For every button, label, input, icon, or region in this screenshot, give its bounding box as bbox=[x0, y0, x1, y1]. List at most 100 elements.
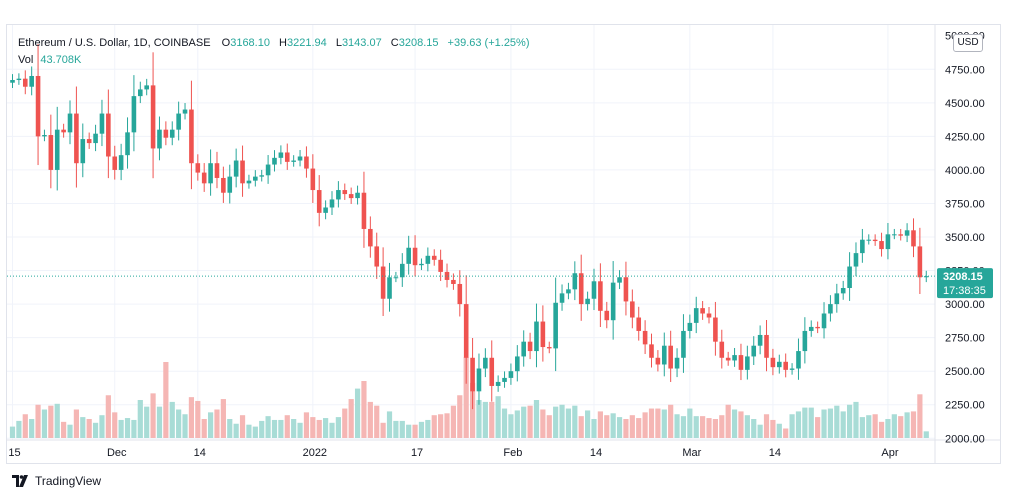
candle-body bbox=[182, 109, 188, 114]
last-price-label: 3208.15 17:38:35 bbox=[937, 268, 993, 299]
price-tick-label: 4000.00 bbox=[945, 165, 985, 177]
candle-body bbox=[240, 160, 245, 184]
volume-bar bbox=[105, 395, 111, 438]
candle-body bbox=[738, 355, 744, 370]
volume-bar bbox=[48, 405, 54, 438]
volume-bar bbox=[668, 404, 674, 438]
candle-body bbox=[566, 289, 571, 294]
candle-body bbox=[802, 330, 808, 352]
tradingview-footer[interactable]: TradingView bbox=[12, 474, 101, 488]
volume-bar bbox=[648, 408, 655, 438]
symbol-title[interactable]: Ethereum / U.S. Dollar, 1D, COINBASE bbox=[18, 37, 211, 49]
candle-body bbox=[444, 271, 450, 280]
volume-bar bbox=[201, 419, 207, 438]
volume-bar bbox=[674, 414, 680, 438]
volume-bar bbox=[527, 405, 533, 438]
candle-body bbox=[131, 96, 137, 133]
candle-body bbox=[329, 199, 335, 208]
candle-body bbox=[125, 132, 130, 156]
volume-bar bbox=[144, 406, 150, 438]
candle-body bbox=[732, 355, 737, 361]
volume-bar bbox=[591, 419, 597, 438]
volume-bar bbox=[495, 396, 501, 438]
volume-bar bbox=[489, 401, 495, 438]
volume-bar bbox=[783, 428, 789, 438]
volume-bar bbox=[444, 413, 450, 438]
candle-body bbox=[201, 172, 207, 184]
volume-bar bbox=[572, 405, 578, 438]
candle-body bbox=[674, 357, 680, 369]
candle-body bbox=[412, 247, 418, 266]
candle-body bbox=[840, 288, 846, 294]
volume-bar bbox=[463, 357, 469, 438]
candle-body bbox=[777, 361, 782, 368]
volume-bar bbox=[757, 424, 763, 438]
candle-body bbox=[789, 368, 795, 370]
time-tick-label: 17 bbox=[411, 447, 423, 459]
candle-body bbox=[636, 317, 642, 331]
candle-body bbox=[208, 163, 213, 184]
candle-body bbox=[374, 246, 380, 267]
candle-body bbox=[214, 163, 220, 178]
candle-body bbox=[572, 273, 578, 290]
candle-body bbox=[559, 293, 565, 303]
high-value: 3221.94 bbox=[286, 37, 327, 49]
tradingview-logo-icon bbox=[12, 475, 28, 487]
volume-bar bbox=[469, 382, 476, 438]
volume-bar bbox=[310, 417, 316, 438]
volume-bar bbox=[546, 415, 552, 438]
candle-body bbox=[272, 157, 277, 165]
price-axis[interactable]: 4750.00 4500.00 4250.00 4000.00 3750.00 3500.… bbox=[945, 31, 985, 446]
volume-bar bbox=[744, 415, 750, 438]
time-axis[interactable]: 15 Dec 14 2022 17 Feb 14 Mar 14 Apr bbox=[8, 447, 898, 459]
candle-body bbox=[719, 341, 725, 358]
candle-body bbox=[10, 80, 15, 83]
chart-frame bbox=[6, 24, 1001, 464]
candle-body bbox=[630, 301, 635, 318]
volume-bar bbox=[629, 415, 635, 438]
candle-body bbox=[150, 85, 156, 149]
candle-body bbox=[438, 259, 443, 272]
candle-body bbox=[847, 266, 852, 289]
volume-bar bbox=[731, 409, 738, 438]
time-tick-label: 2022 bbox=[303, 447, 327, 459]
volume-bar bbox=[661, 409, 667, 438]
volume-bar bbox=[86, 419, 92, 438]
volume-bar bbox=[329, 422, 335, 438]
candle-body bbox=[623, 277, 629, 302]
volume-bar bbox=[693, 416, 699, 438]
volume-bar bbox=[834, 405, 840, 438]
candle-body bbox=[348, 194, 354, 199]
candle-body bbox=[502, 377, 507, 382]
candle-body bbox=[770, 357, 776, 368]
candle-body bbox=[61, 129, 66, 133]
volume-bar bbox=[380, 422, 386, 438]
volume-bar bbox=[802, 407, 808, 438]
candle-body bbox=[892, 234, 897, 236]
currency-button[interactable]: USD bbox=[953, 34, 983, 52]
volume-bar bbox=[553, 406, 559, 438]
candle-body bbox=[278, 152, 284, 158]
volume-bar bbox=[878, 421, 885, 438]
time-tick-label: Dec bbox=[107, 447, 127, 459]
volume-bar bbox=[438, 414, 444, 438]
volume-bar bbox=[501, 408, 508, 438]
candle-body bbox=[233, 160, 239, 177]
candle-body bbox=[425, 255, 431, 264]
candle-body bbox=[246, 180, 252, 184]
volume-bar bbox=[61, 421, 67, 438]
volume-bar bbox=[150, 393, 156, 438]
candle-body bbox=[355, 192, 360, 199]
candle-body bbox=[872, 239, 878, 242]
volume-bar bbox=[866, 415, 872, 438]
candle-body bbox=[387, 277, 392, 299]
candle-body bbox=[649, 344, 654, 358]
volume-bar bbox=[751, 419, 757, 438]
candle-body bbox=[99, 113, 105, 134]
last-price-value: 3208.15 bbox=[943, 271, 983, 283]
candle-body bbox=[834, 293, 840, 305]
volume-bar bbox=[725, 404, 731, 438]
price-tick-label: 4250.00 bbox=[945, 131, 985, 143]
volume-bar bbox=[808, 407, 814, 438]
